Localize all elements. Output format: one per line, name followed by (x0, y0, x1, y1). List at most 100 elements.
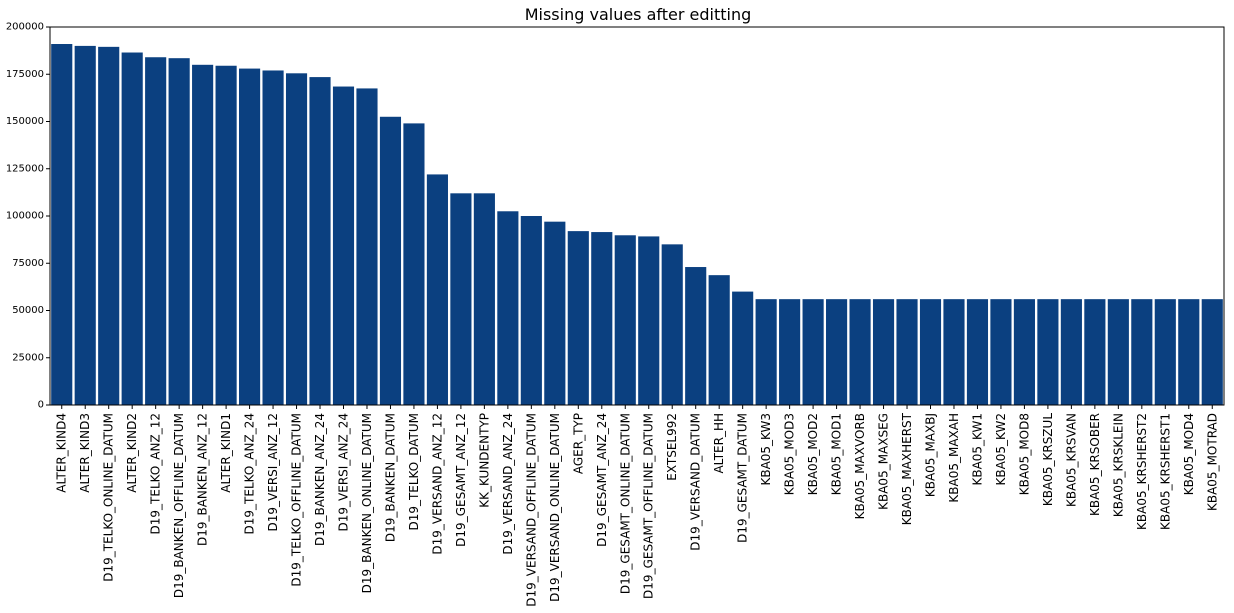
y-tick-label: 125000 (6, 163, 44, 174)
x-tick-label: D19_BANKEN_ANZ_24 (313, 413, 327, 546)
bar-d19-telko-offline-datum (285, 73, 308, 406)
bar-d19-gesamt-offline-datum (638, 236, 660, 405)
x-tick-label: KBA05_MAXSEG (877, 413, 891, 510)
bar-d19-versand-offline-datum (520, 216, 542, 405)
x-tick-label: KBA05_MOD3 (783, 413, 797, 495)
y-tick-label: 75000 (12, 258, 44, 269)
x-tick-label: KBA05_MOD4 (1182, 413, 1196, 495)
x-tick-label: D19_TELKO_ONLINE_DATUM (102, 413, 116, 582)
bar-extsel992 (661, 244, 683, 405)
chart-title: Missing values after editting (525, 5, 752, 24)
bar-kba05-krsvan (1060, 299, 1082, 405)
x-tick-label: D19_TELKO_ANZ_24 (243, 413, 257, 534)
x-tick-label: D19_VERSI_ANZ_24 (337, 413, 351, 531)
x-tick-label: D19_VERSAND_ANZ_12 (430, 413, 444, 555)
bar-kba05-maxvorb (849, 299, 871, 405)
x-tick-label: ALTER_KIND2 (125, 413, 139, 493)
y-tick-label: 200000 (6, 22, 44, 33)
x-tick-label: D19_GESAMT_DATUM (736, 413, 750, 543)
x-tick-label: KBA05_KRSHERST1 (1158, 413, 1172, 530)
bar-kba05-motrad (1201, 299, 1223, 405)
bar-d19-telko-online-datum (98, 46, 120, 405)
bar-alter-kind2 (121, 52, 143, 405)
bar-kba05-mod1 (826, 299, 848, 405)
x-tick-label: KBA05_MOD2 (806, 413, 820, 495)
x-tick-label: KBA05_KRSOBER (1088, 413, 1102, 516)
x-tick-label: D19_TELKO_ANZ_12 (149, 413, 163, 534)
bar-kba05-kw3 (755, 299, 777, 405)
x-tick-label: KBA05_MOTRAD (1205, 413, 1219, 511)
x-tick-label: KBA05_KRSVAN (1064, 413, 1078, 507)
bar-kba05-mod2 (802, 299, 824, 405)
bar-d19-versi-anz-24 (332, 86, 355, 405)
x-tick-label: ALTER_HH (712, 413, 726, 474)
x-tick-label: KBA05_KW2 (994, 413, 1008, 486)
bar-kba05-krsober (1084, 299, 1106, 405)
x-tick-label: D19_VERSAND_ONLINE_DATUM (548, 413, 562, 602)
y-tick-label: 175000 (6, 69, 44, 80)
bar-d19-banken-anz-12 (192, 64, 214, 406)
bar-d19-versand-anz-12 (426, 174, 448, 405)
bar-d19-telko-anz-24 (239, 68, 261, 405)
bar-kba05-krsklein (1107, 299, 1129, 405)
bar-kba05-krsherst2 (1131, 299, 1153, 405)
bar-d19-telko-anz-12 (145, 57, 167, 406)
x-tick-label: EXTSEL992 (665, 413, 679, 481)
x-tick-label: D19_VERSAND_OFFLINE_DATUM (524, 413, 538, 607)
bar-alter-kind1 (215, 65, 237, 406)
plot-frame (49, 26, 1225, 406)
x-axis: ALTER_KIND4 ALTER_KIND3 D19_TELKO_ONLINE_D… (55, 405, 1219, 607)
x-tick-label: KBA05_KW3 (759, 413, 773, 486)
x-tick-label: D19_GESAMT_ONLINE_DATUM (618, 413, 632, 594)
x-tick-label: KBA05_KRSKLEIN (1111, 413, 1125, 517)
bar-kba05-kw2 (990, 299, 1012, 405)
bar-d19-versand-datum (685, 267, 707, 405)
bar-d19-versand-anz-24 (497, 211, 519, 405)
bar-kba05-mod8 (1013, 299, 1035, 405)
bar-kba05-krsherst1 (1154, 299, 1176, 405)
bar-d19-gesamt-anz-24 (591, 232, 613, 405)
bar-kba05-mod3 (779, 299, 801, 405)
bar-kba05-kw1 (966, 299, 989, 405)
y-tick-label: 100000 (6, 211, 44, 222)
x-tick-label: D19_BANKEN_OFFLINE_DATUM (172, 413, 186, 598)
x-tick-label: ALTER_KIND3 (78, 413, 92, 493)
bar-d19-versand-online-datum (544, 221, 566, 405)
bar-kba05-maxseg (872, 299, 895, 405)
x-tick-label: KBA05_MAXBJ (924, 413, 938, 497)
x-tick-label: KBA05_KRSZUL (1041, 413, 1055, 506)
bar-kba05-maxah (943, 299, 965, 405)
bar-kba05-krszul (1037, 299, 1059, 405)
bar-alter-kind4 (51, 44, 73, 405)
bar-d19-gesamt-online-datum (614, 235, 636, 405)
bars-layer (51, 44, 1223, 406)
bar-kba05-mod4 (1178, 299, 1200, 405)
bar-alter-hh (708, 275, 730, 405)
x-tick-label: KBA05_KW1 (970, 413, 984, 486)
x-tick-label: ALTER_KIND1 (219, 413, 233, 493)
x-tick-label: D19_VERSI_ANZ_12 (266, 413, 280, 531)
x-tick-label: KBA05_MAXAH (947, 413, 961, 503)
bar-d19-versi-anz-12 (262, 70, 284, 405)
y-tick-label: 50000 (12, 305, 44, 316)
bar-d19-banken-online-datum (356, 88, 378, 406)
x-tick-label: D19_TELKO_DATUM (407, 413, 421, 531)
x-tick-label: ALTER_KIND4 (55, 413, 69, 493)
bar-d19-banken-anz-24 (309, 77, 331, 406)
bar-ager-typ (567, 231, 589, 405)
x-tick-label: D19_VERSAND_ANZ_24 (501, 413, 515, 555)
x-tick-label: KBA05_KRSHERST2 (1135, 413, 1149, 530)
x-tick-label: D19_BANKEN_ONLINE_DATUM (360, 413, 374, 593)
bar-d19-banken-datum (379, 116, 402, 406)
y-tick-label: 0 (38, 400, 44, 411)
bar-kba05-maxbj (919, 299, 942, 405)
bar-d19-banken-offline-datum (168, 58, 190, 406)
x-tick-label: D19_GESAMT_OFFLINE_DATUM (642, 413, 656, 599)
x-tick-label: KBA05_MOD1 (830, 413, 844, 495)
y-tick-label: 25000 (12, 352, 44, 363)
bar-kk-kundentyp (473, 193, 495, 405)
x-tick-label: D19_TELKO_OFFLINE_DATUM (290, 413, 304, 587)
x-tick-label: D19_BANKEN_ANZ_12 (196, 413, 210, 546)
bar-d19-gesamt-anz-12 (450, 193, 472, 405)
